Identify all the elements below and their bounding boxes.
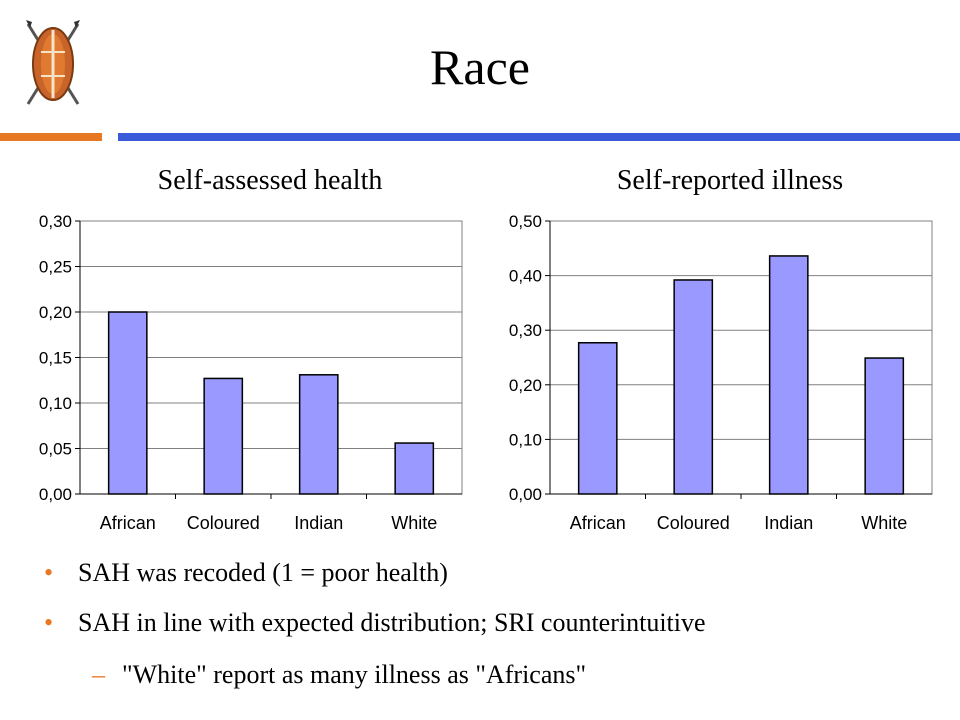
shield-spears-logo-icon [26, 20, 80, 105]
y-tick-label: 0,10 [509, 430, 542, 449]
x-tick-label: African [570, 513, 626, 533]
x-tick-label: Indian [294, 513, 343, 533]
y-tick-label: 0,00 [39, 485, 72, 504]
bar-african [107, 311, 148, 495]
bullet-text: SAH in line with expected distribution; … [78, 608, 706, 637]
title-rule-blue [118, 133, 960, 141]
bar-african [577, 342, 618, 495]
y-tick-label: 0,40 [509, 267, 542, 286]
x-tick-label: Coloured [657, 513, 730, 533]
y-tick-label: 0,30 [39, 212, 72, 231]
x-tick-label: Coloured [187, 513, 260, 533]
bar-indian [298, 374, 339, 495]
page-title: Race [430, 39, 530, 95]
bullet-text: SAH was recoded (1 = poor health) [78, 558, 448, 587]
bullet-item: • SAH was recoded (1 = poor health) [44, 558, 944, 608]
chart-title-sah: Self-assessed health [157, 165, 383, 196]
y-tick-label: 0,25 [39, 258, 72, 277]
bar-coloured [203, 377, 244, 495]
bullet-dot: • [44, 608, 54, 637]
y-tick-label: 0,20 [509, 376, 542, 395]
chart-self-assessed-health: 0,00 0,05 0,10 0,15 0,20 0,25 0,30 African Colou… [39, 212, 463, 533]
bullet-list: • SAH was recoded (1 = poor health) • SA… [44, 558, 944, 690]
bar-coloured [673, 279, 714, 495]
x-tick-label: Indian [764, 513, 813, 533]
y-tick-label: 0,05 [39, 440, 72, 459]
title-rule-orange [0, 133, 102, 141]
sub-bullet-item: – "White" report as many illness as "Afr… [44, 660, 944, 690]
chart-self-reported-illness: 0,00 0,10 0,20 0,30 0,40 0,50 African Coloured I… [509, 212, 933, 533]
x-tick-label: African [100, 513, 156, 533]
x-tick-label: White [391, 513, 437, 533]
sub-bullet-dash: – [92, 660, 105, 689]
y-tick-label: 0,30 [509, 321, 542, 340]
y-tick-label: 0,10 [39, 394, 72, 413]
bullet-dot: • [44, 558, 54, 587]
y-tick-label: 0,20 [39, 303, 72, 322]
sub-bullet-text: "White" report as many illness as "Afric… [122, 660, 587, 689]
y-tick-label: 0,15 [39, 349, 72, 368]
chart-title-sri: Self-reported illness [616, 165, 844, 196]
bar-white [864, 357, 905, 495]
bar-white [394, 442, 435, 495]
x-tick-label: White [861, 513, 907, 533]
y-tick-label: 0,50 [509, 212, 542, 231]
bullet-item: • SAH in line with expected distribution… [44, 608, 944, 660]
y-tick-label: 0,00 [509, 485, 542, 504]
bar-indian [768, 255, 809, 495]
